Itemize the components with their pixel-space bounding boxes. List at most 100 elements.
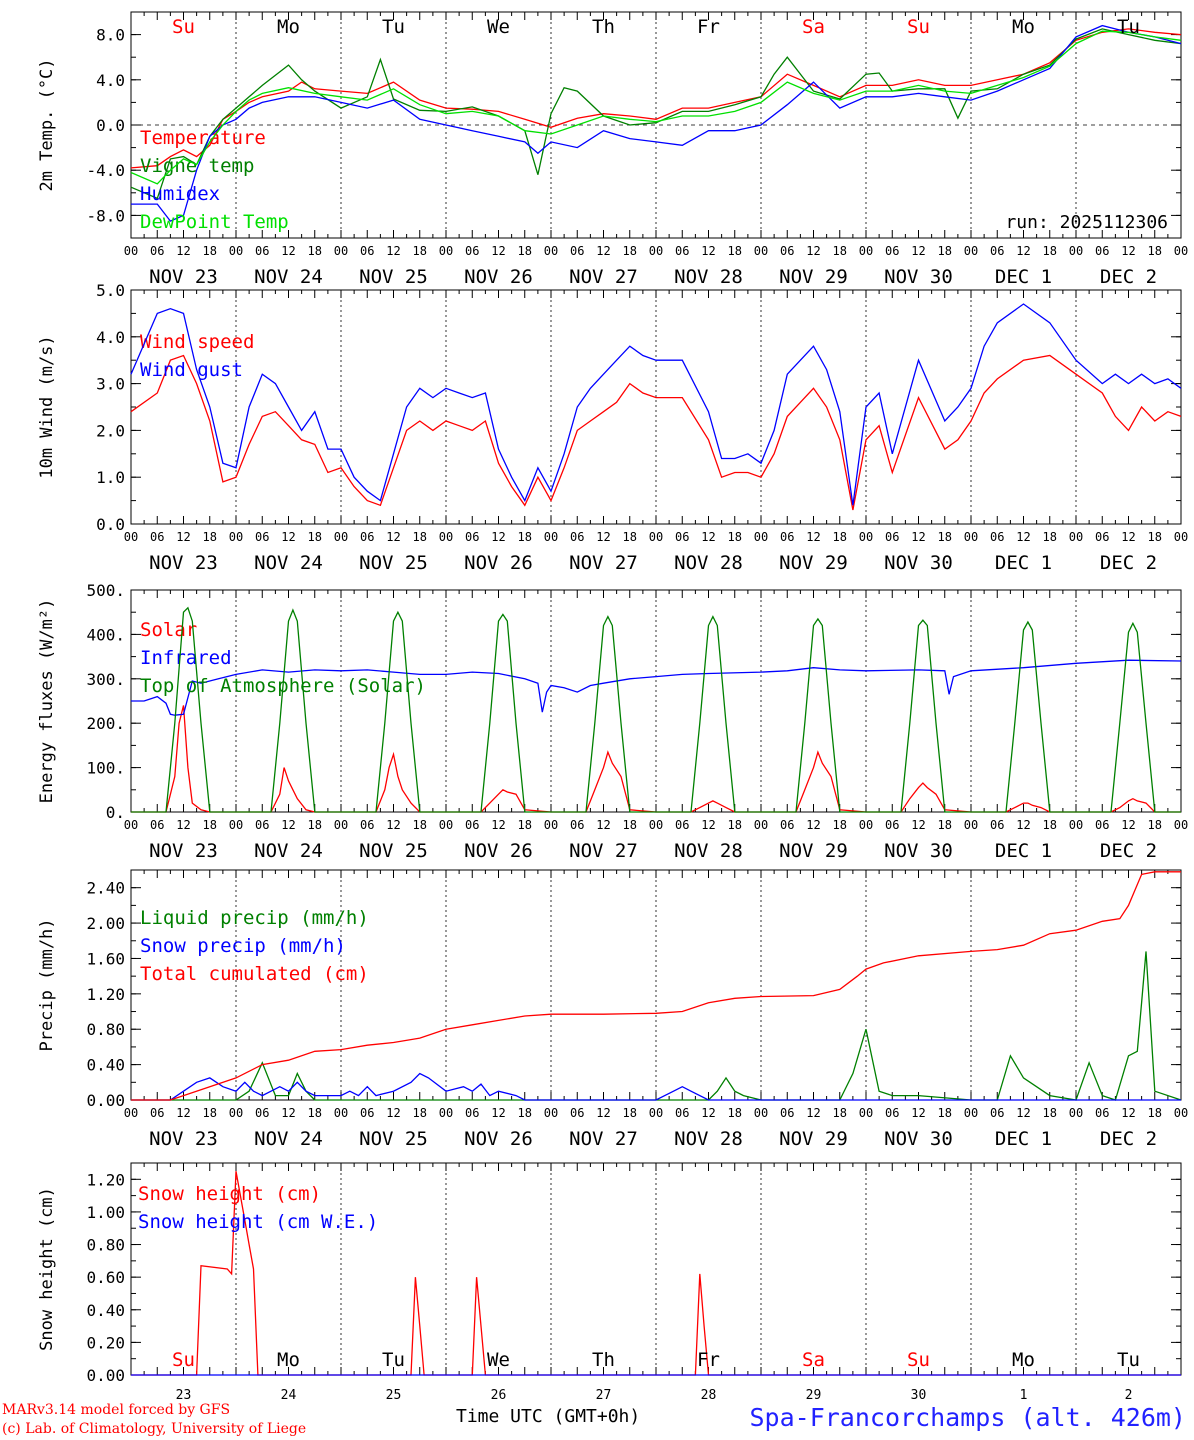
y-tick-label: 300. <box>86 670 125 689</box>
hour-tick-label: 06 <box>1095 818 1109 832</box>
hour-tick-label: 06 <box>780 1106 794 1120</box>
y-tick-label: -8.0 <box>86 206 125 225</box>
hour-tick-label: 00 <box>544 818 558 832</box>
day-number-label: 23 <box>176 1388 192 1403</box>
day-number-label: 29 <box>806 1388 822 1403</box>
hour-tick-label: 18 <box>938 530 952 544</box>
series-line-top-of-atmosphere-solar- <box>131 606 1181 813</box>
hour-tick-label: 12 <box>1016 530 1030 544</box>
date-label: NOV 24 <box>254 266 323 288</box>
hour-tick-label: 18 <box>728 818 742 832</box>
hour-tick-label: 18 <box>413 818 427 832</box>
hour-tick-label: 00 <box>229 1106 243 1120</box>
hour-tick-label: 06 <box>990 244 1004 258</box>
hour-tick-label: 18 <box>308 1106 322 1120</box>
hour-tick-label: 06 <box>675 530 689 544</box>
series-line-total-cumulated-cm- <box>131 871 1181 1101</box>
y-tick-label: 2.00 <box>86 914 125 933</box>
hour-tick-label: 06 <box>255 530 269 544</box>
day-number-label: 1 <box>1020 1388 1028 1403</box>
date-label: NOV 27 <box>569 552 638 574</box>
y-tick-label: 100. <box>86 759 125 778</box>
hour-tick-label: 06 <box>675 1106 689 1120</box>
hour-tick-label: 06 <box>465 818 479 832</box>
hour-tick-label: 00 <box>649 530 663 544</box>
date-label: NOV 29 <box>779 1128 848 1150</box>
hour-tick-label: 00 <box>124 818 138 832</box>
hour-tick-label: 18 <box>1148 244 1162 258</box>
hour-tick-label: 00 <box>1174 244 1188 258</box>
y-tick-label: 0.0 <box>96 515 125 534</box>
weekday-label: Su <box>907 1349 930 1371</box>
hour-tick-label: 06 <box>885 530 899 544</box>
hour-tick-label: 12 <box>1121 818 1135 832</box>
y-tick-label: 0.00 <box>86 1366 125 1385</box>
weekday-label: Mo <box>1012 1349 1035 1371</box>
date-label: NOV 25 <box>359 266 428 288</box>
legend-entry: Total cumulated (cm) <box>140 963 369 985</box>
hour-tick-label: 00 <box>754 244 768 258</box>
legend-entry: Temperature <box>140 127 266 149</box>
y-tick-label: 1.20 <box>86 985 125 1004</box>
hour-tick-label: 00 <box>334 244 348 258</box>
date-label: NOV 23 <box>149 552 218 574</box>
date-label: NOV 27 <box>569 1128 638 1150</box>
hour-tick-label: 06 <box>465 530 479 544</box>
hour-tick-label: 18 <box>1043 530 1057 544</box>
y-tick-label: 0. <box>106 803 125 822</box>
hour-tick-label: 06 <box>360 1106 374 1120</box>
hour-tick-label: 12 <box>386 530 400 544</box>
y-axis-label: 2m Temp. (°C) <box>37 58 57 191</box>
y-tick-label: 5.0 <box>96 281 125 300</box>
weekday-label: Fr <box>697 16 720 38</box>
hour-tick-label: 00 <box>229 530 243 544</box>
hour-tick-label: 12 <box>806 530 820 544</box>
hour-tick-label: 18 <box>413 1106 427 1120</box>
hour-tick-label: 06 <box>1095 244 1109 258</box>
hour-tick-label: 12 <box>281 818 295 832</box>
hour-tick-label: 06 <box>990 818 1004 832</box>
hour-tick-label: 12 <box>1016 1106 1030 1120</box>
hour-tick-label: 18 <box>833 244 847 258</box>
hour-tick-label: 18 <box>623 530 637 544</box>
hour-tick-label: 12 <box>596 530 610 544</box>
y-tick-label: 2.0 <box>96 421 125 440</box>
series-line-temperature <box>130 28 1182 169</box>
series-line-snow-precip-mm-h- <box>131 1072 1181 1101</box>
weekday-label: Sa <box>802 1349 825 1371</box>
date-label: NOV 26 <box>464 840 533 862</box>
date-label: DEC 1 <box>995 552 1052 574</box>
y-axis-label: 10m Wind (m/s) <box>37 335 57 478</box>
hour-tick-label: 12 <box>1016 818 1030 832</box>
series-line-solar <box>131 705 1181 813</box>
hour-tick-label: 00 <box>859 244 873 258</box>
y-tick-label: 3.0 <box>96 375 125 394</box>
date-label: NOV 25 <box>359 552 428 574</box>
hour-tick-label: 18 <box>203 530 217 544</box>
y-tick-label: 0.60 <box>86 1268 125 1287</box>
y-tick-label: 500. <box>86 581 125 600</box>
hour-tick-label: 12 <box>806 1106 820 1120</box>
hour-tick-label: 06 <box>465 244 479 258</box>
date-label: DEC 1 <box>995 840 1052 862</box>
hour-tick-label: 00 <box>1069 244 1083 258</box>
hour-tick-label: 18 <box>413 530 427 544</box>
hour-tick-label: 18 <box>623 244 637 258</box>
hour-tick-label: 18 <box>833 1106 847 1120</box>
legend-entry: Wind speed <box>140 331 254 353</box>
hour-tick-label: 18 <box>728 1106 742 1120</box>
hour-tick-label: 00 <box>1069 818 1083 832</box>
date-label: NOV 26 <box>464 266 533 288</box>
legend-entry: Wind gust <box>140 359 243 381</box>
date-label: DEC 1 <box>995 1128 1052 1150</box>
y-tick-label: 4.0 <box>96 328 125 347</box>
hour-tick-label: 06 <box>1095 530 1109 544</box>
hour-tick-label: 00 <box>334 530 348 544</box>
day-number-label: 27 <box>596 1388 612 1403</box>
hour-tick-label: 06 <box>990 530 1004 544</box>
y-tick-label: -4.0 <box>86 161 125 180</box>
series-line-vigne-temp <box>130 28 1182 200</box>
hour-tick-label: 12 <box>491 530 505 544</box>
hour-tick-label: 06 <box>570 530 584 544</box>
